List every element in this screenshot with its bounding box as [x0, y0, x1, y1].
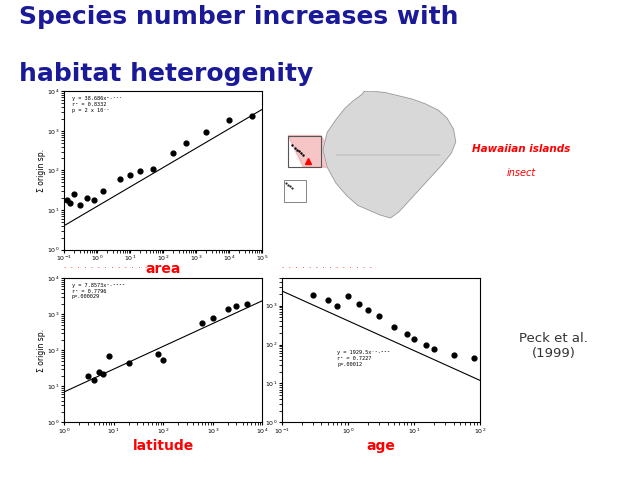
Point [224, 116, 234, 124]
Point [158, 356, 168, 363]
Text: habitat heterogenity: habitat heterogenity [19, 62, 314, 86]
Point [104, 352, 114, 360]
Text: Peck et al.
(1999): Peck et al. (1999) [519, 332, 588, 360]
Point [201, 128, 211, 135]
Point [153, 350, 163, 358]
Point [420, 342, 431, 349]
Point [403, 330, 413, 337]
Text: y = 1929.5x⁻¹⋅⁰⁰⁰
r² = 0.7227
p=.00012: y = 1929.5x⁻¹⋅⁰⁰⁰ r² = 0.7227 p=.00012 [337, 350, 390, 367]
Point [308, 291, 318, 299]
Point [342, 292, 353, 300]
Point [362, 307, 372, 314]
Point [61, 196, 72, 204]
Point [389, 324, 399, 331]
Point [355, 300, 365, 308]
Point [93, 368, 104, 376]
Point [83, 372, 93, 379]
Point [231, 302, 241, 310]
Point [181, 140, 191, 147]
Point [168, 149, 179, 156]
Point [75, 202, 85, 209]
Point [323, 296, 333, 304]
Point [148, 165, 158, 173]
Point [135, 168, 145, 175]
Point [124, 359, 134, 367]
Point [125, 171, 135, 179]
Point [243, 300, 253, 307]
Text: y = 38.686x⁰⋅¹¹¹
r² = 0.8332
p = 2 x 10⁻⁷: y = 38.686x⁰⋅¹¹¹ r² = 0.8332 p = 2 x 10⁻… [72, 96, 122, 112]
Text: y = 7.8573x¹⋅⁴⁰⁰⁰
r² = 0.7796
p=.000029: y = 7.8573x¹⋅⁴⁰⁰⁰ r² = 0.7796 p=.000029 [72, 283, 125, 300]
Text: Hawaiian islands: Hawaiian islands [472, 144, 571, 154]
Text: Species number increases with: Species number increases with [19, 5, 459, 29]
Point [89, 376, 99, 384]
Text: age: age [366, 439, 396, 453]
Y-axis label: Σ origin sp.: Σ origin sp. [37, 329, 46, 372]
Point [429, 346, 439, 353]
Point [409, 335, 419, 343]
Text: latitude: latitude [132, 439, 194, 453]
Polygon shape [288, 135, 340, 167]
Text: insect: insect [507, 168, 536, 178]
Y-axis label: Σ origin sp.: Σ origin sp. [37, 149, 46, 192]
Point [97, 370, 108, 378]
Point [468, 354, 479, 362]
Point [207, 314, 218, 322]
Point [65, 199, 75, 207]
Point [223, 305, 233, 313]
Text: ·  ·  ·  ·  ·  ·  ·  ·  ·  ·  ·  ·  ·  ·: · · · · · · · · · · · · · · [64, 265, 154, 271]
Text: area: area [145, 262, 181, 276]
Bar [284, 180, 305, 202]
Polygon shape [323, 91, 456, 218]
Point [98, 187, 108, 195]
Point [374, 312, 385, 320]
Point [89, 196, 99, 204]
Point [69, 191, 79, 198]
Point [82, 194, 92, 202]
Point [196, 319, 207, 327]
Bar [288, 135, 321, 167]
Point [247, 112, 257, 120]
Point [115, 175, 125, 183]
Point [449, 351, 459, 359]
Point [332, 302, 342, 310]
Text: ·  ·  ·  ·  ·  ·  ·  ·  ·  ·  ·  ·  ·  ·: · · · · · · · · · · · · · · [282, 265, 372, 271]
